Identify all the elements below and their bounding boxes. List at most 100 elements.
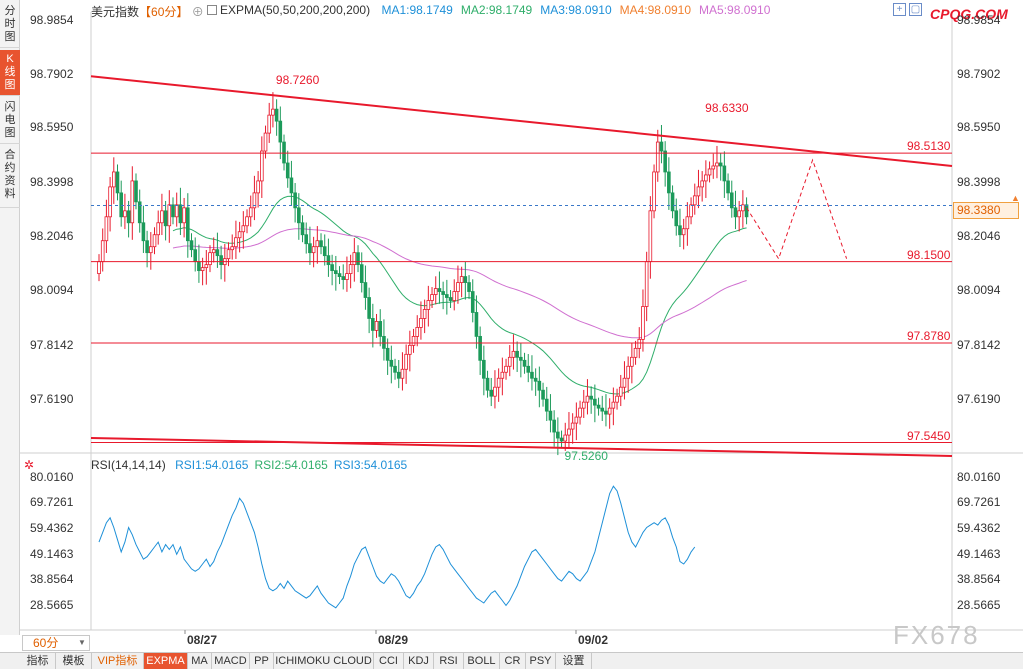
- candle: [504, 358, 508, 380]
- candle-body: [156, 222, 161, 236]
- price-tick-left: 97.6190: [30, 392, 74, 406]
- candle-body: [741, 204, 745, 212]
- indicator-tab-8[interactable]: CCI: [374, 653, 404, 669]
- rsi-tick-left: 59.4362: [30, 521, 74, 535]
- candle: [300, 215, 305, 243]
- candle: [559, 430, 564, 449]
- candle-body: [160, 210, 164, 224]
- candle: [267, 102, 272, 143]
- rsi-tick-left: 28.5665: [30, 598, 74, 612]
- candle: [234, 220, 238, 259]
- candle: [359, 252, 364, 293]
- candle-body: [389, 359, 394, 367]
- candle: [507, 345, 512, 377]
- candle: [519, 342, 523, 378]
- candle-body: [530, 371, 534, 379]
- candle: [659, 125, 664, 164]
- candle-body: [581, 401, 586, 409]
- candle-body: [119, 192, 124, 218]
- candle-body: [171, 204, 175, 218]
- rsi-settings-icon[interactable]: ✲: [24, 458, 35, 472]
- settings-square-icon[interactable]: [207, 5, 217, 15]
- indicator-tab-13[interactable]: PSY: [526, 653, 556, 669]
- candle-body: [326, 255, 331, 266]
- candle-body: [285, 162, 290, 179]
- price-tick-left: 98.3998: [30, 175, 74, 189]
- indicator-tab-2[interactable]: VIP指标: [92, 653, 144, 669]
- indicator-tab-14[interactable]: 设置: [556, 653, 592, 669]
- candle: [630, 342, 634, 384]
- price-tick-right: 98.5950: [957, 120, 1001, 134]
- indicator-tab-10[interactable]: RSI: [434, 653, 464, 669]
- candle-body: [115, 171, 120, 194]
- candle-body: [400, 368, 405, 379]
- annotation-label: 98.6330: [705, 101, 749, 116]
- rsi-series: [98, 485, 696, 609]
- candle-body: [544, 398, 549, 412]
- left-tab-1[interactable]: K线图: [0, 50, 20, 96]
- ma-value-1: MA1:98.1749: [381, 3, 453, 17]
- candle-body: [563, 434, 568, 442]
- indicator-tab-4[interactable]: MA: [188, 653, 212, 669]
- candle: [356, 245, 360, 273]
- grid-toggle-icon[interactable]: +: [893, 3, 906, 16]
- lock-icon[interactable]: ⊕: [191, 5, 204, 19]
- indicator-tab-5[interactable]: MACD: [212, 653, 250, 669]
- candle-body: [341, 276, 346, 280]
- candle: [522, 352, 527, 374]
- candle: [622, 361, 627, 400]
- candle: [589, 386, 593, 414]
- price-tick-right: 98.0094: [957, 283, 1001, 297]
- ma-value-5: MA5:98.0910: [699, 3, 771, 17]
- candle-body: [163, 210, 168, 227]
- candle: [644, 251, 649, 322]
- chevron-down-icon[interactable]: ▼: [78, 638, 86, 647]
- indicator-tab-11[interactable]: BOLL: [464, 653, 500, 669]
- candle-body: [396, 371, 401, 379]
- candle: [696, 169, 701, 209]
- indicator-tab-6[interactable]: PP: [250, 653, 274, 669]
- candle-body: [729, 192, 734, 209]
- left-tab-3[interactable]: 合约资料: [0, 146, 20, 208]
- candle-body: [252, 192, 257, 209]
- candle: [378, 309, 383, 347]
- indicator-tab-12[interactable]: CR: [500, 653, 526, 669]
- left-tab-2[interactable]: 闪电图: [0, 98, 20, 144]
- instrument-title: 美元指数【60分】 ⊕: [91, 3, 204, 20]
- candle: [489, 377, 494, 407]
- candle-body: [637, 338, 642, 349]
- period-selector[interactable]: 60分: [22, 635, 90, 651]
- indicator-tab-7[interactable]: ICHIMOKU CLOUD: [274, 653, 374, 669]
- candle: [648, 196, 653, 279]
- indicator-tab-0[interactable]: 指标: [20, 653, 56, 669]
- candle-body: [593, 398, 597, 406]
- candle: [352, 238, 357, 282]
- indicator-tab-3[interactable]: EXPMA: [144, 653, 188, 669]
- candle: [715, 145, 719, 179]
- candle: [445, 279, 449, 315]
- rsi-tick-left: 69.7261: [30, 495, 74, 509]
- candle: [382, 319, 386, 361]
- indicator-tab-1[interactable]: 模板: [56, 653, 92, 669]
- candle: [448, 290, 453, 308]
- candle-body: [382, 335, 386, 349]
- candle: [193, 237, 198, 272]
- candle-body: [297, 207, 301, 224]
- candle-body: [337, 273, 342, 277]
- price-tick-left: 98.0094: [30, 283, 74, 297]
- candle: [130, 166, 135, 240]
- candle: [400, 352, 405, 391]
- indicator-tab-9[interactable]: KDJ: [404, 653, 434, 669]
- candle-body: [589, 395, 593, 400]
- price-tick-right: 98.2046: [957, 229, 1001, 243]
- fullscreen-icon[interactable]: ▢: [909, 3, 922, 16]
- candle-body: [393, 365, 397, 373]
- candle-body: [618, 386, 623, 397]
- price-tick-right: 98.3998: [957, 175, 1001, 189]
- candle-body: [371, 318, 375, 331]
- candle: [585, 379, 590, 415]
- candle-body: [537, 380, 542, 391]
- current-price-arrow-icon: ▲: [1011, 193, 1020, 203]
- candle: [511, 334, 516, 370]
- left-tab-0[interactable]: 分时图: [0, 2, 20, 48]
